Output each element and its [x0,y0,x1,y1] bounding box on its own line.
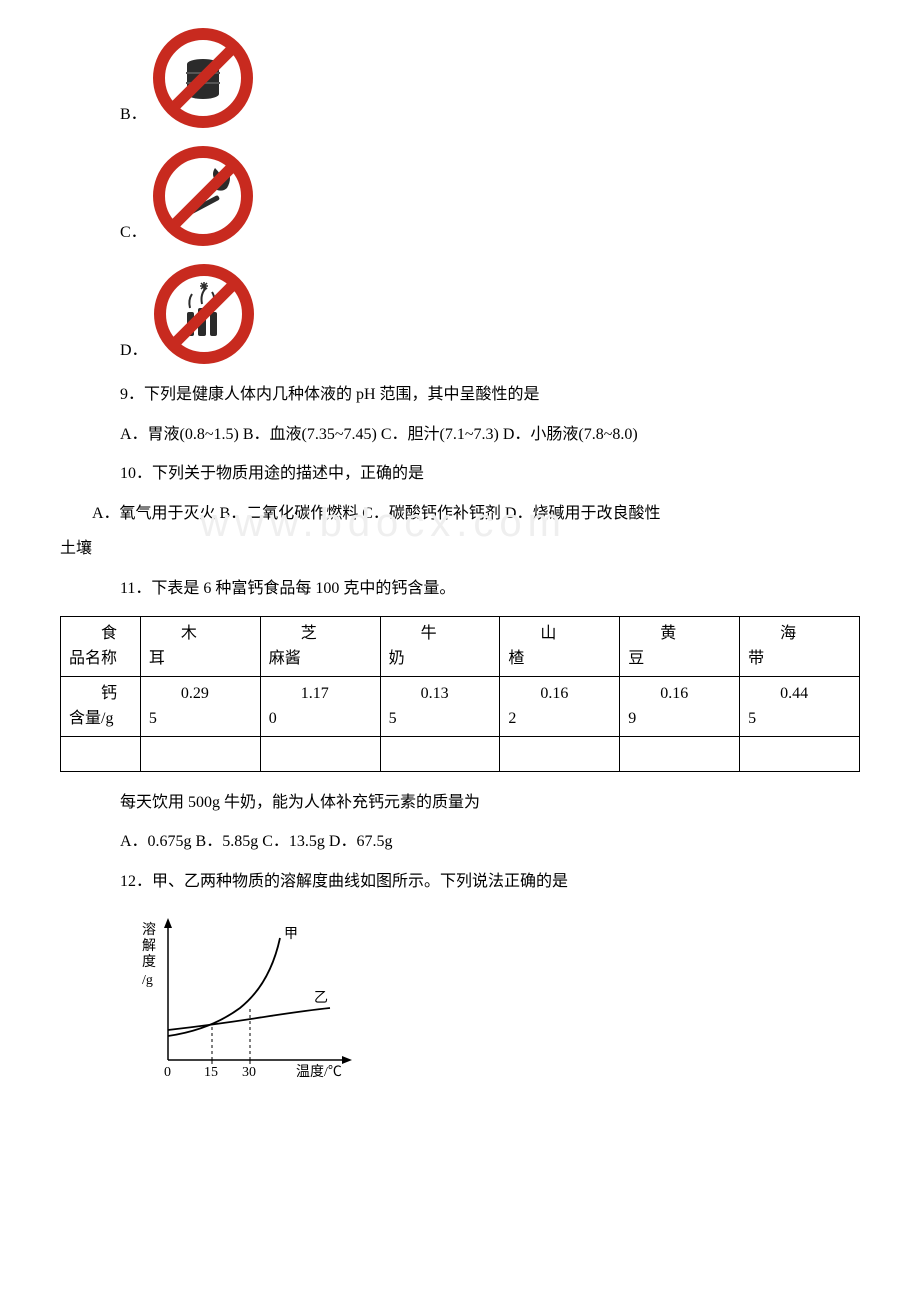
cell-text: 带 [748,650,764,667]
cell-text: 奶 [389,650,405,667]
table-row: 钙 含量/g 0.29 5 1.17 0 0.13 5 0.16 2 0.16 9 0.4… [61,676,860,736]
table-cell: 黄豆 [620,616,740,676]
table-cell [500,736,620,771]
cell-text: 木 [149,625,197,642]
x-tick-0: 0 [164,1065,171,1080]
series-a-curve [168,938,280,1036]
cell-text: 钙 [69,685,117,702]
cell-text: 0 [269,710,277,727]
table-cell [740,736,860,771]
option-c-row: C． [120,146,860,246]
cell-text: 0.16 [628,685,688,702]
table-cell: 木耳 [140,616,260,676]
table-cell: 0.29 5 [140,676,260,736]
series-a-label: 甲 [284,927,298,942]
cell-text: 2 [508,710,516,727]
q12-text: 12．甲、乙两种物质的溶解度曲线如图所示。下列说法正确的是 [120,869,860,895]
table-cell: 山楂 [500,616,620,676]
y-unit: /g [142,973,153,988]
table-cell: 芝麻酱 [260,616,380,676]
q10-options-l2: 土壤 [60,536,860,562]
y-label: 度 [142,954,156,970]
series-b-curve [168,1008,330,1030]
header-label: 食 品名称 [61,616,141,676]
cell-text: 麻酱 [269,650,301,667]
cell-text: 黄 [628,625,676,642]
cell-text: 牛 [389,625,437,642]
table-cell: 0.16 2 [500,676,620,736]
table-cell [620,736,740,771]
table-cell: 0.44 5 [740,676,860,736]
cell-text: 0.13 [389,685,449,702]
series-b-label: 乙 [314,990,328,1006]
cell-text: 楂 [508,650,524,667]
option-b-letter: B． [120,102,147,128]
option-d-row: D． [120,264,860,364]
table-cell [260,736,380,771]
table-cell [380,736,500,771]
no-barrel-icon [153,28,253,128]
q9-options: A．胃液(0.8~1.5) B．血液(7.35~7.45) C．胆汁(7.1~7… [120,422,860,448]
q10-text: 10．下列关于物质用途的描述中，正确的是 [120,461,860,487]
x-tick-15: 15 [204,1065,218,1080]
table-row: 食 品名称 木耳 芝麻酱 牛奶 山楂 黄豆 海带 [61,616,860,676]
cell-text: 含量/g [69,710,113,727]
q11-options: A．0.675g B．5.85g C．13.5g D．67.5g [120,829,860,855]
option-c-letter: C． [120,220,147,246]
y-label: 溶 [142,922,156,938]
cell-text: 0.44 [748,685,808,702]
cell-text: 山 [508,625,556,642]
option-d-letter: D． [120,338,148,364]
cell-text: 耳 [149,650,165,667]
cell-text: 豆 [628,650,644,667]
cell-text: 品名称 [69,650,117,667]
cell-text: 芝 [269,625,317,642]
table-cell: 牛奶 [380,616,500,676]
solubility-chart: 溶 解 度 /g 0 15 30 温度/℃ 甲 乙 [120,908,860,1107]
x-tick-30: 30 [242,1065,256,1080]
cell-text: 5 [389,710,397,727]
q10-options-l1: A．氧气用于灭火 B．二氧化碳作燃料 C．碳酸钙作补钙剂 D．烧碱用于改良酸性 [60,501,860,527]
no-open-flame-icon [153,146,253,246]
ca-label: 钙 含量/g [61,676,141,736]
q9-text: 9．下列是健康人体内几种体液的 pH 范围，其中呈酸性的是 [120,382,860,408]
cell-text: 5 [748,710,756,727]
option-b-row: B． [120,28,860,128]
table-cell: 0.16 9 [620,676,740,736]
no-fireworks-icon [154,264,254,364]
table-cell: 0.13 5 [380,676,500,736]
cell-text: 0.29 [149,685,209,702]
calcium-table: 食 品名称 木耳 芝麻酱 牛奶 山楂 黄豆 海带 钙 含量/g 0.29 5 1.… [60,616,860,772]
table-cell: 1.17 0 [260,676,380,736]
cell-text: 海 [748,625,796,642]
cell-text: 0.16 [508,685,568,702]
cell-text: 9 [628,710,636,727]
q11-text: 11．下表是 6 种富钙食品每 100 克中的钙含量。 [120,576,860,602]
cell-text: 食 [69,625,117,642]
y-label: 解 [142,938,156,954]
table-cell [140,736,260,771]
x-label: 温度/℃ [296,1064,342,1080]
cell-text: 5 [149,710,157,727]
table-row [61,736,860,771]
table-cell [61,736,141,771]
cell-text: 1.17 [269,685,329,702]
q11-followup: 每天饮用 500g 牛奶，能为人体补充钙元素的质量为 [120,790,860,816]
table-cell: 海带 [740,616,860,676]
